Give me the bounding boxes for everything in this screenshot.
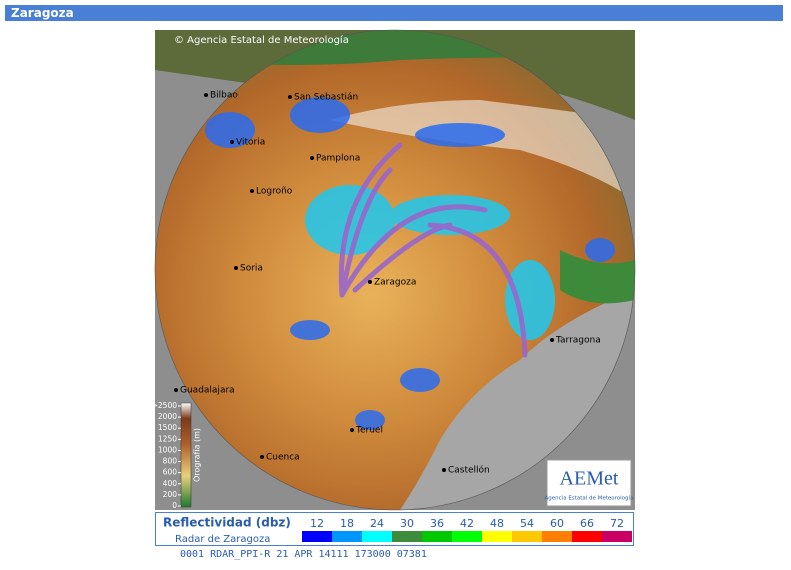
place-marker — [442, 468, 446, 472]
orography-label: 400 — [163, 479, 178, 488]
echo — [390, 195, 510, 235]
legend-swatch — [392, 531, 422, 542]
place-label: Castellón — [448, 465, 490, 476]
legend-subtitle: Radar de Zaragoza — [175, 534, 270, 545]
legend-swatch — [542, 531, 572, 542]
orography-label: 800 — [163, 457, 178, 466]
place-label: Soria — [240, 264, 263, 274]
orography-label: 1500 — [158, 423, 177, 432]
place-label: Bilbao — [210, 91, 238, 101]
map-credit: © Agencia Estatal de Meteorología — [174, 34, 349, 46]
status-line: 0001 RDAR_PPI-R 21 APR 14111 173000 0738… — [180, 549, 427, 560]
echo — [290, 97, 350, 133]
legend-swatch — [452, 531, 482, 542]
legend-value: 48 — [490, 517, 504, 530]
place-label: Teruel — [355, 426, 383, 436]
echo — [355, 410, 385, 430]
echo — [505, 260, 555, 340]
legend-swatch — [572, 531, 602, 542]
legend-value: 30 — [400, 517, 414, 530]
arrow — [338, 142, 403, 298]
echo — [585, 238, 615, 262]
orography-label: 1250 — [158, 434, 177, 443]
orography-label: 2000 — [158, 412, 177, 421]
place-marker — [550, 338, 554, 342]
place-label: Cuenca — [266, 453, 300, 463]
header-bar: Zaragoza — [5, 5, 783, 21]
legend-value: 42 — [460, 517, 474, 530]
orography-label: 1000 — [158, 445, 177, 454]
place-marker — [234, 266, 238, 270]
legend-value: 24 — [370, 517, 384, 530]
place-marker — [310, 156, 314, 160]
status-bg — [155, 548, 635, 559]
arrow — [339, 167, 393, 298]
legend-value: 54 — [520, 517, 534, 530]
legend-swatch — [512, 531, 542, 542]
logo-box — [546, 459, 632, 507]
place-label: Guadalajara — [180, 386, 235, 396]
place-marker — [230, 140, 234, 144]
echo — [415, 123, 505, 147]
legend-value: 36 — [430, 517, 444, 530]
orography-label: 200 — [163, 490, 178, 499]
legend-value: 66 — [580, 517, 594, 530]
legend-value: 72 — [610, 517, 624, 530]
place-label: Vitoria — [236, 138, 265, 148]
place-marker — [368, 280, 372, 284]
place-label: Pamplona — [316, 154, 360, 164]
echo — [290, 320, 330, 340]
radar-range — [154, 29, 636, 511]
coast-green — [560, 250, 635, 304]
legend-value: 18 — [340, 517, 354, 530]
place-marker — [250, 189, 254, 193]
arrow — [339, 204, 488, 298]
place-marker — [288, 95, 292, 99]
pyrenees — [330, 100, 635, 200]
logo: AEMet — [560, 468, 619, 490]
orography-title: Orografía (m) — [193, 428, 202, 482]
orography-label: 600 — [163, 468, 178, 477]
legend-swatch — [482, 531, 512, 542]
echoes — [205, 97, 615, 430]
orography-label: >2500 — [152, 401, 178, 410]
place-label: Logroño — [256, 187, 293, 197]
legend-value: 12 — [310, 517, 324, 530]
place-marker — [174, 388, 178, 392]
echo — [400, 368, 440, 392]
legend-value: 60 — [550, 517, 564, 530]
legend-swatch — [302, 531, 332, 542]
place-marker — [204, 93, 208, 97]
legend-swatch — [332, 531, 362, 542]
legend-swatch — [362, 531, 392, 542]
orography-bar — [180, 402, 192, 508]
place-marker — [260, 455, 264, 459]
orography-label: 0 — [172, 501, 177, 510]
echo — [205, 112, 255, 148]
arrow — [427, 222, 528, 358]
place-label: Tarragona — [555, 336, 601, 346]
flow-arrows — [338, 142, 528, 358]
place-label: Zaragoza — [374, 278, 416, 288]
place-label: San Sebastián — [294, 93, 358, 103]
legend-swatch — [602, 531, 632, 542]
legend-swatch — [422, 531, 452, 542]
legend-title: Reflectividad (dbz) — [163, 516, 291, 530]
logo-subtitle: Agencia Estatal de Meteorología — [545, 495, 634, 502]
place-marker — [350, 428, 354, 432]
